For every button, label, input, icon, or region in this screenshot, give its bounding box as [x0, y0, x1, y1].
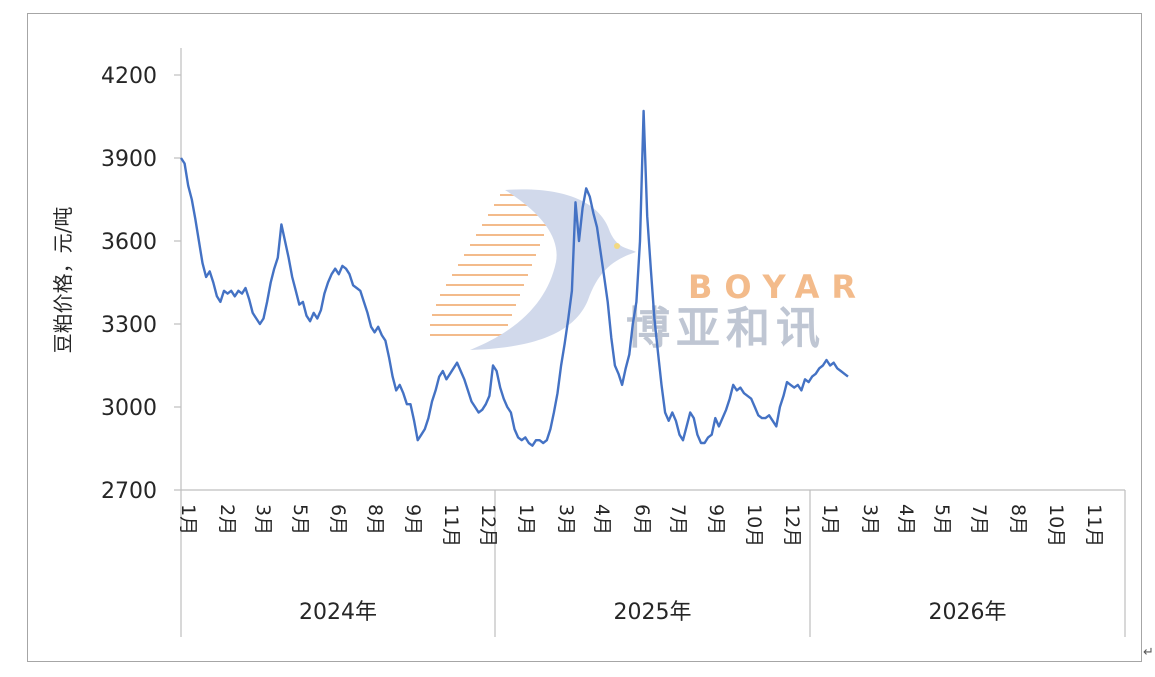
series-layer	[179, 109, 849, 447]
x-tick-label: 1月	[819, 504, 841, 535]
x-tick-label: 4月	[591, 504, 613, 535]
x-tick-label: 1月	[177, 504, 199, 535]
x-tick-label: 10月	[743, 504, 765, 547]
watermark-latin: BOYAR	[688, 268, 868, 306]
watermark-wing-icon	[430, 194, 560, 336]
x-tick-label: 12月	[477, 504, 499, 547]
x-tick-label: 11月	[1083, 504, 1105, 547]
x-tick-label: 4月	[895, 504, 917, 535]
x-tick-label: 8月	[364, 504, 386, 535]
price-series-line	[179, 109, 849, 447]
x-tick-label: 9月	[705, 504, 727, 535]
y-tick-label: 4200	[101, 64, 157, 89]
x-tick-label: 7月	[968, 504, 990, 535]
x-tick-label: 9月	[402, 504, 424, 535]
x-tick-label: 6月	[327, 504, 349, 535]
x-tick-label: 5月	[931, 504, 953, 535]
y-tick-label: 3000	[101, 396, 157, 421]
chart-axes: 2700 3000 3300 3600 3900 4200 1月 2月 3月 5月 6月 8月 9月 11…	[101, 48, 1126, 637]
year-label: 2026年	[929, 600, 1007, 625]
chart-frame	[27, 13, 1142, 662]
x-tick-label: 6月	[631, 504, 653, 535]
x-tick-label: 3月	[555, 504, 577, 535]
x-tick-label: 10月	[1045, 504, 1067, 547]
y-tick-label: 3300	[101, 313, 157, 338]
y-tick-label: 3600	[101, 230, 157, 255]
x-tick-label: 7月	[667, 504, 689, 535]
x-tick-label: 12月	[781, 504, 803, 547]
year-label: 2024年	[299, 600, 377, 625]
watermark-bird-icon	[470, 189, 636, 350]
x-tick-label: 5月	[289, 504, 311, 535]
x-tick-label: 1月	[515, 504, 537, 535]
year-label: 2025年	[614, 600, 692, 625]
y-axis-title: 豆粕价格，元/吨	[51, 207, 75, 354]
x-tick-label: 2月	[216, 504, 238, 535]
return-arrow-icon: ↵	[1143, 645, 1154, 660]
y-tick-label: 3900	[101, 147, 157, 172]
x-tick-label: 11月	[440, 504, 462, 547]
x-tick-label: 3月	[252, 504, 274, 535]
watermark-eye-icon	[614, 243, 620, 249]
boyar-watermark-logo: BOYAR 博亚和讯	[430, 189, 868, 354]
x-tick-label: 3月	[859, 504, 881, 535]
y-tick-label: 2700	[101, 479, 157, 504]
x-tick-label: 8月	[1007, 504, 1029, 535]
